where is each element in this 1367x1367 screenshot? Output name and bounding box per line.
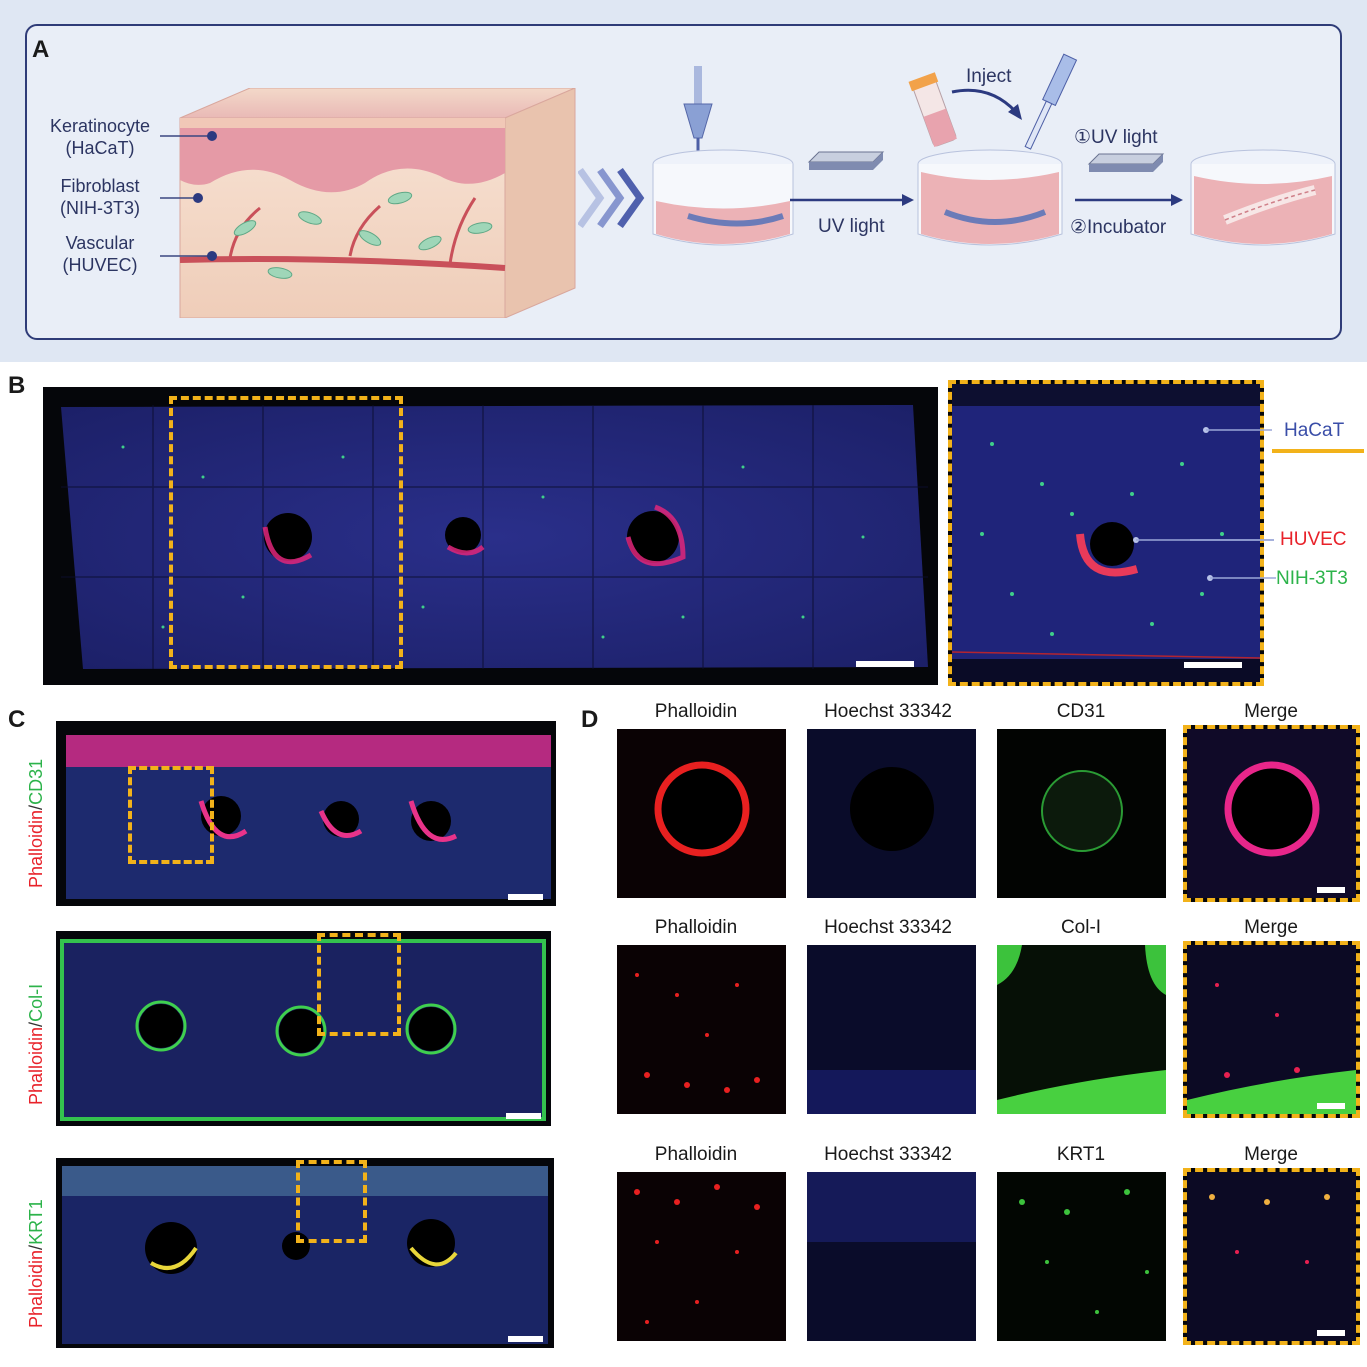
scale-bar: [506, 1113, 541, 1119]
scale-bar-zoom: [1184, 662, 1242, 668]
panel-a-leader-lines: [160, 131, 217, 261]
uv-lamp-icon: [807, 151, 885, 170]
d-row-2-col-3-title: Col-I: [1060, 917, 1102, 938]
incubator-step-2-label: ②Incubator: [1070, 217, 1167, 238]
d-row-2-col-2-title: Hoechst 33342: [824, 917, 952, 938]
d-cd31-image: [997, 729, 1166, 898]
fibroblast-label: Fibroblast (NIH-3T3): [60, 176, 140, 218]
scale-bar: [508, 894, 543, 900]
scale-bar: [1317, 887, 1345, 893]
panel-c-row-3-stain-label: Phalloidin/KRT1: [26, 1199, 46, 1328]
huvec-label: HUVEC: [1280, 529, 1347, 550]
panel-c-row-1-stain-label: Phalloidin/CD31: [26, 758, 46, 888]
panel-b-overview-micrograph: [43, 387, 938, 685]
panel-c-col-i-micrograph: [56, 931, 551, 1126]
dish-incubated-illustration: [1190, 149, 1336, 246]
d-merge-cd31-image: [1183, 725, 1360, 902]
hacat-layer-marker: [1272, 449, 1364, 453]
dish-printing-illustration: [652, 66, 794, 246]
d-row-1-col-4-title: Merge: [1244, 701, 1298, 722]
skin-model-illustration: [179, 88, 576, 318]
panel-c-krt1-micrograph: [56, 1158, 554, 1348]
d-row-3-col-4-title: Merge: [1244, 1144, 1298, 1165]
panel-letter-b: B: [8, 372, 26, 399]
panel-letter-d: D: [581, 706, 599, 733]
huvec-pointer-line: [1133, 537, 1274, 543]
panel-c-row-3-zoom-box: [296, 1160, 367, 1243]
scale-bar: [1317, 1330, 1345, 1336]
inject-arrow: [951, 88, 1022, 120]
panel-c-cd31-micrograph: [56, 721, 556, 906]
uv-step-1-label: ①UV light: [1074, 127, 1158, 148]
d-row-2-col-1-title: Phalloidin: [654, 917, 738, 938]
uv-lamp-icon-2: [1087, 153, 1165, 172]
d-row-1-col-3-title: CD31: [1056, 701, 1106, 722]
chevrons-arrow-icon: [578, 168, 645, 228]
panel-letter-a: A: [32, 36, 50, 63]
d-hoechst-krt1-row-image: [807, 1172, 976, 1341]
keratinocyte-label: Keratinocyte (HaCaT): [49, 116, 151, 158]
scale-bar: [856, 661, 914, 667]
d-krt1-image: [997, 1172, 1166, 1341]
scale-bar: [508, 1336, 543, 1342]
hacat-label: HaCaT: [1284, 420, 1345, 441]
d-phalloidin-krt1-row-image: [617, 1172, 786, 1341]
scale-bar: [1317, 1103, 1345, 1109]
panel-letter-c: C: [8, 706, 26, 733]
panel-c-row-2-stain-label: Phalloidin/Col-I: [26, 983, 46, 1105]
d-row-1-col-1-title: Phalloidin: [654, 701, 738, 722]
panel-b-zoom-region-box: [169, 396, 403, 669]
arrow-to-dish-3: [1075, 194, 1183, 206]
d-hoechst-cd31-row-image: [807, 729, 976, 898]
d-merge-col-i-image: [1183, 941, 1360, 1118]
d-row-3-col-1-title: Phalloidin: [654, 1144, 738, 1165]
dish-inject-illustration: [908, 53, 1078, 246]
panel-c-row-2-zoom-box: [317, 933, 401, 1036]
panel-c-row-1-zoom-box: [128, 766, 214, 864]
d-phalloidin-col-i-row-image: [617, 945, 786, 1114]
vascular-label: Vascular (HUVEC): [62, 233, 138, 275]
d-row-2-col-4-title: Merge: [1244, 917, 1298, 938]
d-row-3-col-3-title: KRT1: [1056, 1144, 1106, 1165]
d-phalloidin-cd31-row-image: [617, 729, 786, 898]
d-row-1-col-2-title: Hoechst 33342: [824, 701, 952, 722]
d-merge-krt1-image: [1183, 1168, 1360, 1345]
d-row-3-col-2-title: Hoechst 33342: [824, 1144, 952, 1165]
inject-label: Inject: [966, 66, 1012, 87]
d-hoechst-col-i-row-image: [807, 945, 976, 1114]
nih-3t3-label: NIH-3T3: [1276, 568, 1348, 589]
panel-b-label-pointers: [1190, 427, 1276, 581]
d-col-i-image: [997, 945, 1166, 1114]
arrow-to-dish-2: [790, 194, 914, 206]
uv-light-label: UV light: [818, 216, 885, 237]
panel-b-zoom-micrograph: [948, 380, 1264, 686]
